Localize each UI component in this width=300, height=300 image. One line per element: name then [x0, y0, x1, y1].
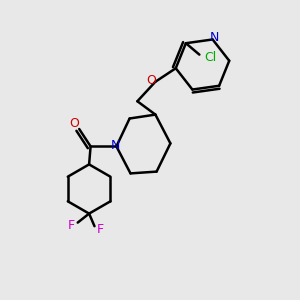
Text: O: O: [69, 117, 79, 130]
Text: F: F: [68, 219, 75, 232]
Text: N: N: [209, 32, 219, 44]
Text: Cl: Cl: [204, 51, 216, 64]
Text: O: O: [146, 74, 156, 87]
Text: N: N: [111, 139, 121, 152]
Text: F: F: [97, 223, 104, 236]
